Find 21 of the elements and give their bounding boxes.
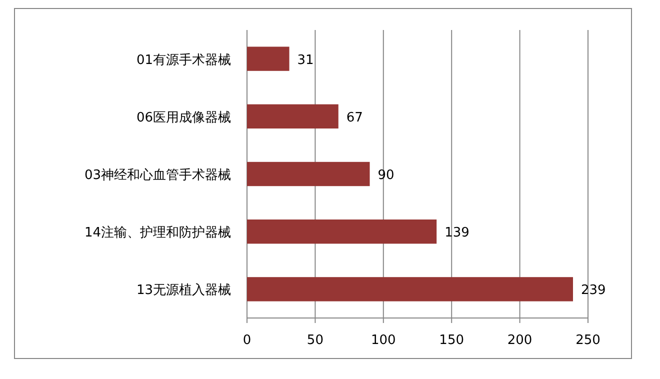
bar [247,104,338,128]
data-label: 90 [378,168,394,183]
bar [247,277,573,302]
x-tick-label: 250 [576,333,600,348]
x-tick-label: 50 [306,333,324,348]
data-label: 139 [444,226,470,241]
x-tick-label: 150 [439,333,464,348]
y-tick-label: 13无源植入器械 [136,283,231,298]
bar [247,162,370,186]
y-tick-label: 14注输、护理和防护器械 [84,226,231,241]
x-tick-label: 0 [242,333,252,348]
y-tick-label: 01有源手术器械 [136,52,231,68]
data-label: 67 [346,110,363,126]
data-label: 31 [297,52,314,68]
bar [247,220,437,244]
bar [247,46,290,71]
data-label: 239 [580,283,606,298]
x-tick-label: 200 [507,333,532,348]
y-tick-label: 06医用成像器械 [136,110,231,126]
y-tick-label: 03神经和心血管手术器械 [84,167,231,183]
x-tick-label: 100 [370,333,396,348]
